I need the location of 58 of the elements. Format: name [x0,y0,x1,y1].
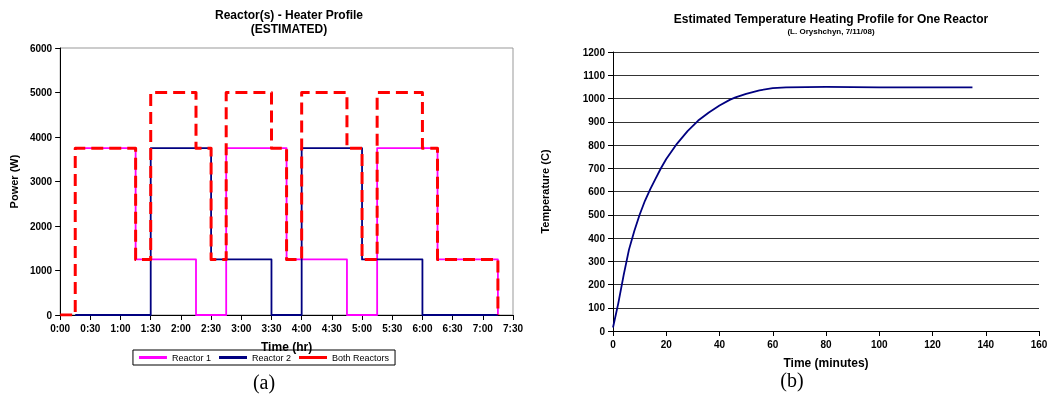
x-axis-title: Time (hr) [261,340,313,354]
x-tick-label: 20 [660,338,673,350]
x-tick-label: 4:30 [321,322,343,334]
x-tick-label: 5:00 [352,322,373,334]
x-tick-label: 2:00 [170,322,192,334]
x-tick-label: 0:30 [80,322,101,334]
x-tick-label: 1:00 [110,322,131,334]
x-tick-label: 0:00 [50,322,71,334]
y-tick-label: 0 [46,309,53,321]
chart-title: Reactor(s) - Heater Profile [214,8,364,22]
x-tick-label: 5:30 [382,322,403,334]
x-tick-label: 0 [610,338,617,350]
x-tick-label: 1:30 [140,322,162,334]
x-tick-label: 40 [713,338,726,350]
x-tick-label: 2:30 [201,322,222,334]
x-tick-label: 4:00 [291,322,313,334]
x-tick-label: 120 [924,338,942,350]
y-tick-label: 5000 [29,87,53,98]
chart-title: Estimated Temperature Heating Profile for One Reactor [673,12,989,26]
y-axis-title: Power (W) [7,154,20,209]
chart-subtitle: (ESTIMATED) [250,22,328,36]
y-tick-label: 500 [588,209,606,221]
line-series [612,85,974,329]
legend-label: Reactor 1 [171,352,211,363]
x-tick-label: 7:30 [502,322,524,334]
y-tick-label: 1000 [29,265,53,276]
y-tick-label: 1200 [582,46,606,58]
y-tick-label: 400 [588,232,606,244]
y-tick-label: 1000 [582,93,606,104]
y-tick-label: 800 [588,139,606,151]
y-tick-label: 6000 [29,42,53,54]
x-tick-label: 7:00 [472,322,494,334]
x-tick-label: 140 [977,338,995,350]
y-tick-label: 1100 [583,69,606,81]
legend-label: Both Reactors [332,352,390,363]
y-tick-label: 4000 [29,131,53,143]
y-tick-label: 3000 [29,176,53,187]
y-tick-label: 200 [588,279,606,290]
x-tick-label: 6:00 [412,322,433,334]
y-tick-label: 600 [588,186,606,197]
x-axis-title: Time (minutes) [783,356,869,370]
chart-subtitle: (L. Oryshchyn, 7/11/08) [787,26,875,36]
x-tick-label: 3:30 [261,322,282,334]
text: (a) [252,371,276,394]
x-tick-label: 80 [820,338,832,350]
legend-label: Reactor 2 [251,352,292,363]
text: (b) [780,369,804,392]
y-tick-label: 2000 [29,220,53,232]
y-tick-label: 300 [588,255,606,267]
y-tick-label: 100 [588,302,606,314]
y-tick-label: 700 [588,162,606,174]
x-tick-label: 60 [767,338,779,350]
x-tick-label: 6:30 [442,322,464,334]
y-axis-title: Temperature (C) [538,149,551,234]
x-tick-label: 100 [870,338,889,350]
x-tick-label: 160 [1030,338,1048,350]
y-tick-label: 900 [588,116,606,128]
x-tick-label: 3:00 [231,322,252,334]
